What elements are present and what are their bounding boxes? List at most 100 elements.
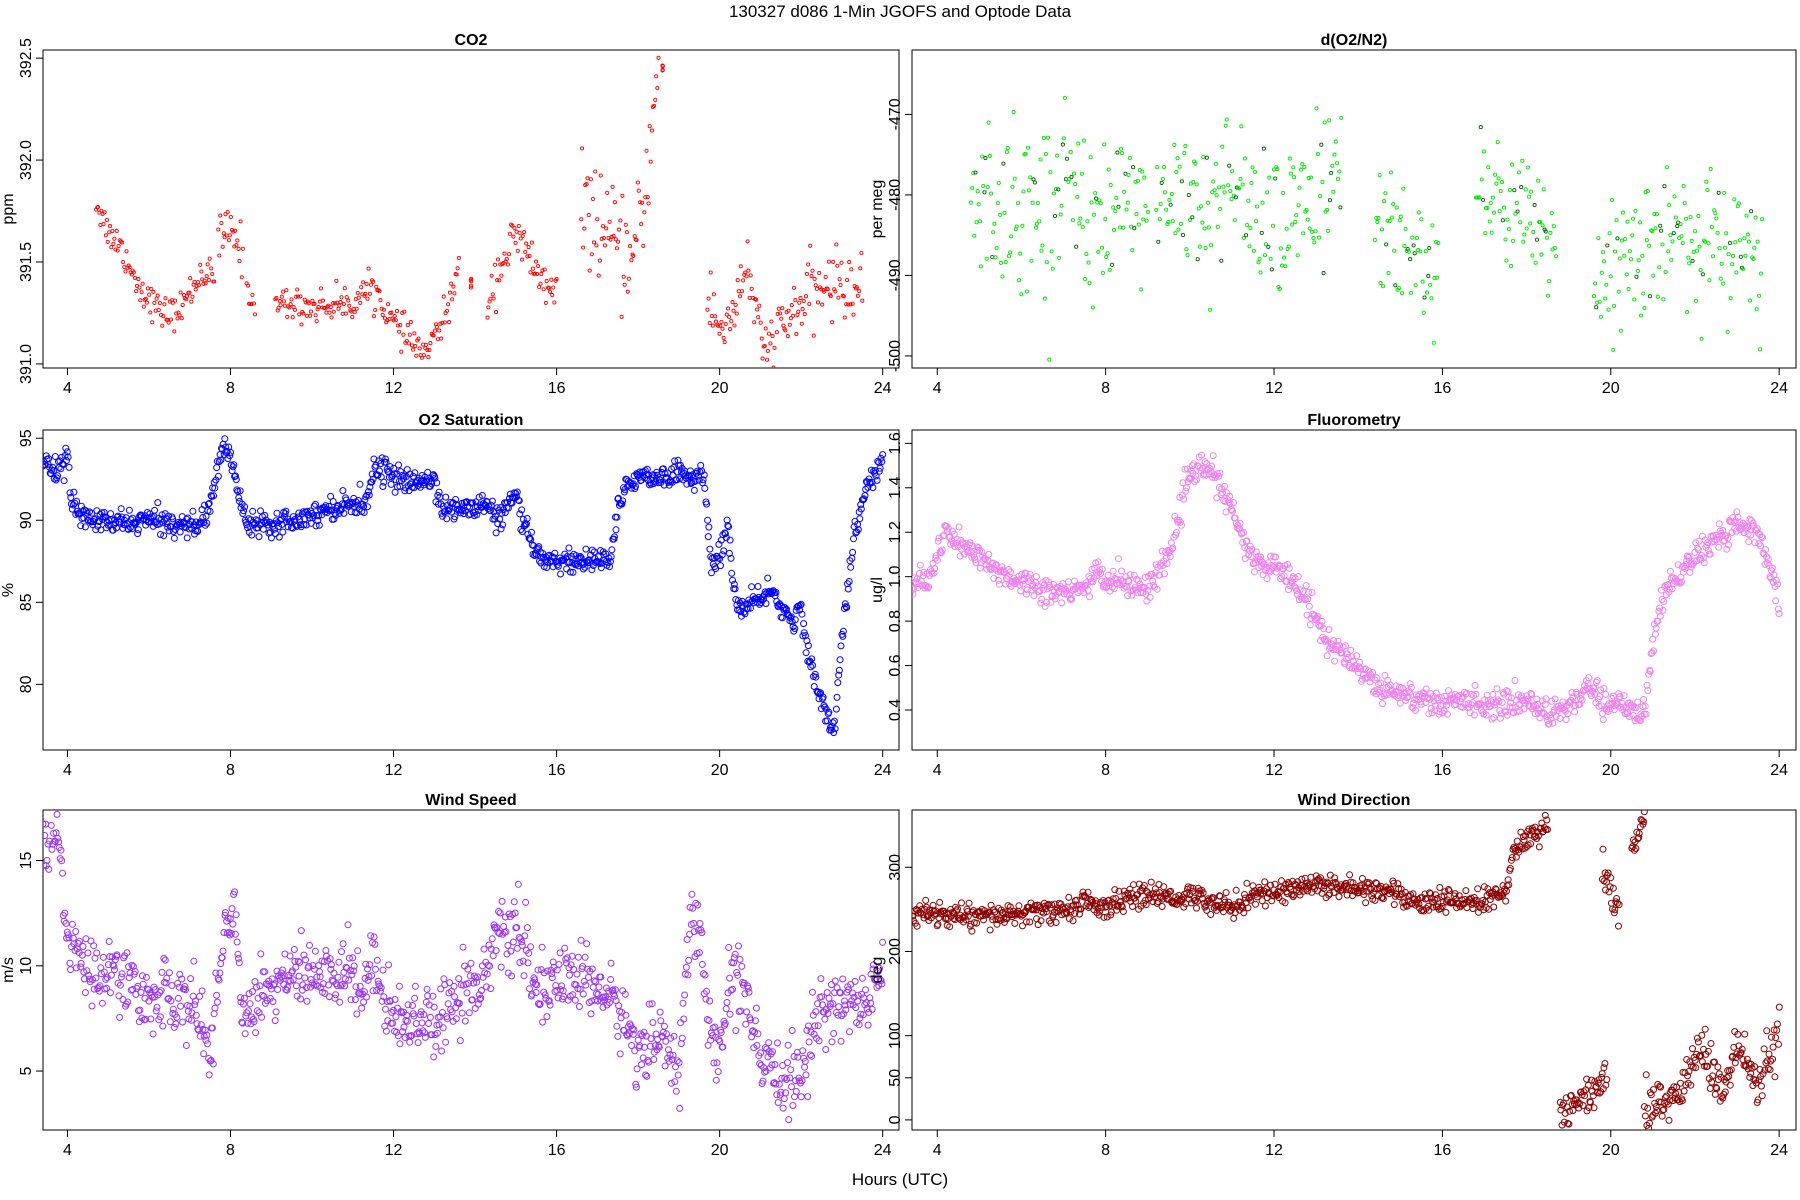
data-point xyxy=(1200,470,1208,478)
data-point xyxy=(1125,200,1130,205)
data-point xyxy=(1772,597,1780,605)
data-point xyxy=(774,1039,781,1047)
data-point xyxy=(597,973,605,981)
data-point xyxy=(227,929,235,937)
data-point xyxy=(706,997,714,1005)
data-point xyxy=(1724,534,1732,542)
data-point xyxy=(663,1030,670,1038)
data-point xyxy=(96,982,104,990)
data-point xyxy=(716,1037,724,1045)
data-point xyxy=(67,494,75,501)
data-point xyxy=(1182,487,1190,495)
data-point xyxy=(1667,203,1672,208)
data-point xyxy=(208,1024,216,1032)
data-point xyxy=(292,307,298,312)
data-point xyxy=(149,522,157,530)
data-point xyxy=(335,510,343,517)
data-point xyxy=(833,289,838,294)
data-point xyxy=(862,986,869,994)
data-point xyxy=(722,1005,730,1013)
data-point xyxy=(1496,714,1504,722)
data-point xyxy=(1058,599,1066,607)
data-point xyxy=(1682,201,1687,206)
data-point xyxy=(233,228,238,233)
data-point xyxy=(315,307,320,312)
data-point xyxy=(1611,347,1616,352)
data-point xyxy=(638,1061,646,1069)
data-point xyxy=(1223,123,1228,128)
data-point xyxy=(973,170,978,175)
data-point xyxy=(1692,229,1698,234)
data-point xyxy=(1407,684,1415,691)
data-point xyxy=(685,956,693,964)
data-point xyxy=(1532,702,1540,709)
data-point xyxy=(1229,507,1237,515)
data-point xyxy=(1295,888,1303,896)
data-point xyxy=(1151,885,1159,893)
data-point xyxy=(638,1032,646,1040)
data-point xyxy=(1303,611,1311,619)
data-point xyxy=(661,470,669,478)
data-point xyxy=(986,926,994,934)
data-point xyxy=(936,898,944,906)
data-point xyxy=(1318,889,1326,897)
data-point xyxy=(1497,209,1502,214)
data-point xyxy=(393,318,398,323)
data-point xyxy=(1518,692,1525,700)
data-point xyxy=(85,971,93,979)
data-point xyxy=(1160,176,1166,181)
data-point xyxy=(43,832,49,839)
data-point xyxy=(1167,197,1172,203)
data-point xyxy=(1375,220,1380,225)
data-point xyxy=(639,1054,647,1062)
data-point xyxy=(1525,701,1533,709)
data-point xyxy=(1603,296,1608,301)
data-point xyxy=(1108,583,1116,591)
data-point xyxy=(238,219,243,224)
data-point xyxy=(615,1002,623,1010)
data-point xyxy=(1764,555,1772,563)
data-point xyxy=(1499,180,1505,185)
data-point xyxy=(1330,163,1335,168)
data-point xyxy=(1495,140,1500,145)
data-point xyxy=(435,500,442,508)
data-point xyxy=(673,1057,681,1065)
data-point xyxy=(938,546,946,554)
data-point xyxy=(446,302,451,307)
data-point xyxy=(912,912,917,920)
data-point xyxy=(124,998,132,1006)
data-point xyxy=(1081,138,1086,143)
data-point xyxy=(1102,142,1107,147)
data-point xyxy=(1005,911,1013,919)
data-point xyxy=(780,306,785,311)
data-point xyxy=(1718,276,1723,281)
data-point xyxy=(549,277,554,282)
data-point xyxy=(122,1000,130,1008)
data-point xyxy=(1241,555,1249,563)
data-point xyxy=(1616,693,1624,701)
data-point xyxy=(368,282,374,287)
data-point xyxy=(795,312,800,317)
data-point xyxy=(1542,695,1550,703)
data-point xyxy=(826,259,831,264)
data-point xyxy=(134,526,142,534)
data-point xyxy=(813,283,818,288)
data-point xyxy=(1306,621,1314,629)
data-point xyxy=(1159,180,1164,185)
data-point xyxy=(624,230,629,235)
data-point xyxy=(223,212,228,217)
data-point xyxy=(1283,890,1291,897)
data-point xyxy=(364,503,371,511)
data-point xyxy=(839,627,847,635)
data-point xyxy=(157,531,164,538)
data-point xyxy=(370,933,378,941)
data-point xyxy=(1573,691,1581,698)
data-point xyxy=(1023,586,1031,594)
data-point xyxy=(1519,185,1524,190)
data-point xyxy=(1422,685,1430,693)
data-point xyxy=(1679,568,1687,576)
data-point xyxy=(62,444,70,452)
data-point xyxy=(412,331,417,336)
data-point xyxy=(351,996,359,1004)
data-point xyxy=(569,991,577,999)
